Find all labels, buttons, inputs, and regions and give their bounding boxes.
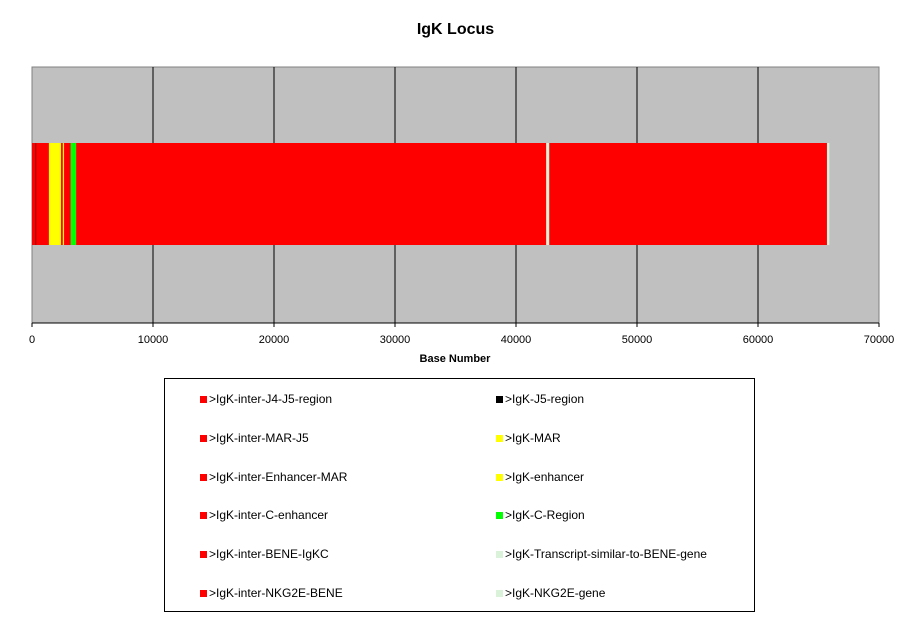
legend-item: >IgK-NKG2E-gene [496, 586, 605, 600]
x-tick-label: 30000 [380, 334, 411, 346]
x-tick-label: 40000 [501, 334, 532, 346]
legend-label: >IgK-inter-J4-J5-region [209, 392, 333, 406]
legend-swatch [200, 512, 207, 520]
legend-item: >IgK-Transcript-similar-to-BENE-gene [496, 547, 707, 561]
legend-label: >IgK-inter-NKG2E-BENE [209, 586, 343, 600]
legend-swatch [200, 590, 207, 597]
locus-bar [32, 143, 830, 245]
chart-title: IgK Locus [416, 21, 495, 38]
legend-item: >IgK-J5-region [496, 392, 584, 406]
legend-label: >IgK-inter-MAR-J5 [209, 430, 309, 445]
legend-label: >IgK-enhancer [505, 469, 585, 484]
legend-swatch [496, 473, 503, 481]
bar-segment [76, 143, 547, 245]
x-tick-label: 70000 [864, 334, 895, 346]
bar-segment [61, 143, 63, 245]
legend-item: >IgK-inter-J4-J5-region [200, 392, 332, 406]
legend-label: >IgK-C-Region [505, 508, 585, 523]
legend-swatch [496, 512, 503, 520]
legend-item: >IgK-inter-Enhancer-MAR [200, 470, 347, 484]
legend-swatch [200, 473, 207, 481]
bar-segment [64, 143, 71, 245]
legend-label: >IgK-NKG2E-gene [505, 586, 606, 600]
bar-segment [546, 143, 550, 245]
chart-plot: 0 10000 20000 30000 40000 50000 60000 70000 Bas… [29, 66, 894, 365]
bar-segment [32, 143, 36, 245]
legend-swatch [496, 551, 503, 559]
legend-swatch [496, 590, 503, 597]
x-axis-ticks: 0 10000 20000 30000 40000 50000 60000 70000 [29, 323, 894, 346]
x-axis-label: Base Number [420, 353, 492, 365]
x-tick-label: 50000 [622, 334, 653, 346]
x-tick-label: 0 [29, 334, 35, 346]
legend-item: >IgK-C-Region [496, 508, 585, 522]
x-tick-label: 20000 [259, 334, 290, 346]
legend-item: >IgK-MAR [496, 431, 561, 445]
legend-swatch [200, 434, 207, 442]
legend-item: >IgK-inter-C-enhancer [200, 508, 328, 522]
legend-swatch [496, 434, 503, 442]
legend-label: >IgK-inter-BENE-IgKC [209, 547, 329, 562]
legend-swatch [200, 396, 207, 403]
bar-segment [70, 143, 77, 245]
legend: >IgK-inter-J4-J5-region >IgK-inter-MAR-J5… [164, 378, 755, 612]
legend-label: >IgK-inter-Enhancer-MAR [209, 469, 348, 484]
legend-item: >IgK-enhancer [496, 470, 584, 484]
x-tick-label: 60000 [743, 334, 774, 346]
legend-label: >IgK-J5-region [505, 392, 585, 406]
bar-segment [48, 143, 62, 245]
legend-label: >IgK-inter-C-enhancer [209, 508, 329, 523]
legend-label: >IgK-Transcript-similar-to-BENE-gene [505, 547, 707, 562]
bar-segment [826, 143, 830, 245]
legend-label: >IgK-MAR [505, 430, 561, 445]
legend-item: >IgK-inter-NKG2E-BENE [200, 586, 343, 600]
legend-item: >IgK-inter-MAR-J5 [200, 431, 309, 445]
legend-swatch [496, 396, 503, 403]
legend-item: >IgK-inter-BENE-IgKC [200, 547, 329, 561]
bar-segment [549, 143, 827, 245]
bar-segment [36, 143, 49, 245]
bar-segment [62, 143, 65, 245]
legend-swatch [200, 551, 207, 559]
x-tick-label: 10000 [138, 334, 169, 346]
